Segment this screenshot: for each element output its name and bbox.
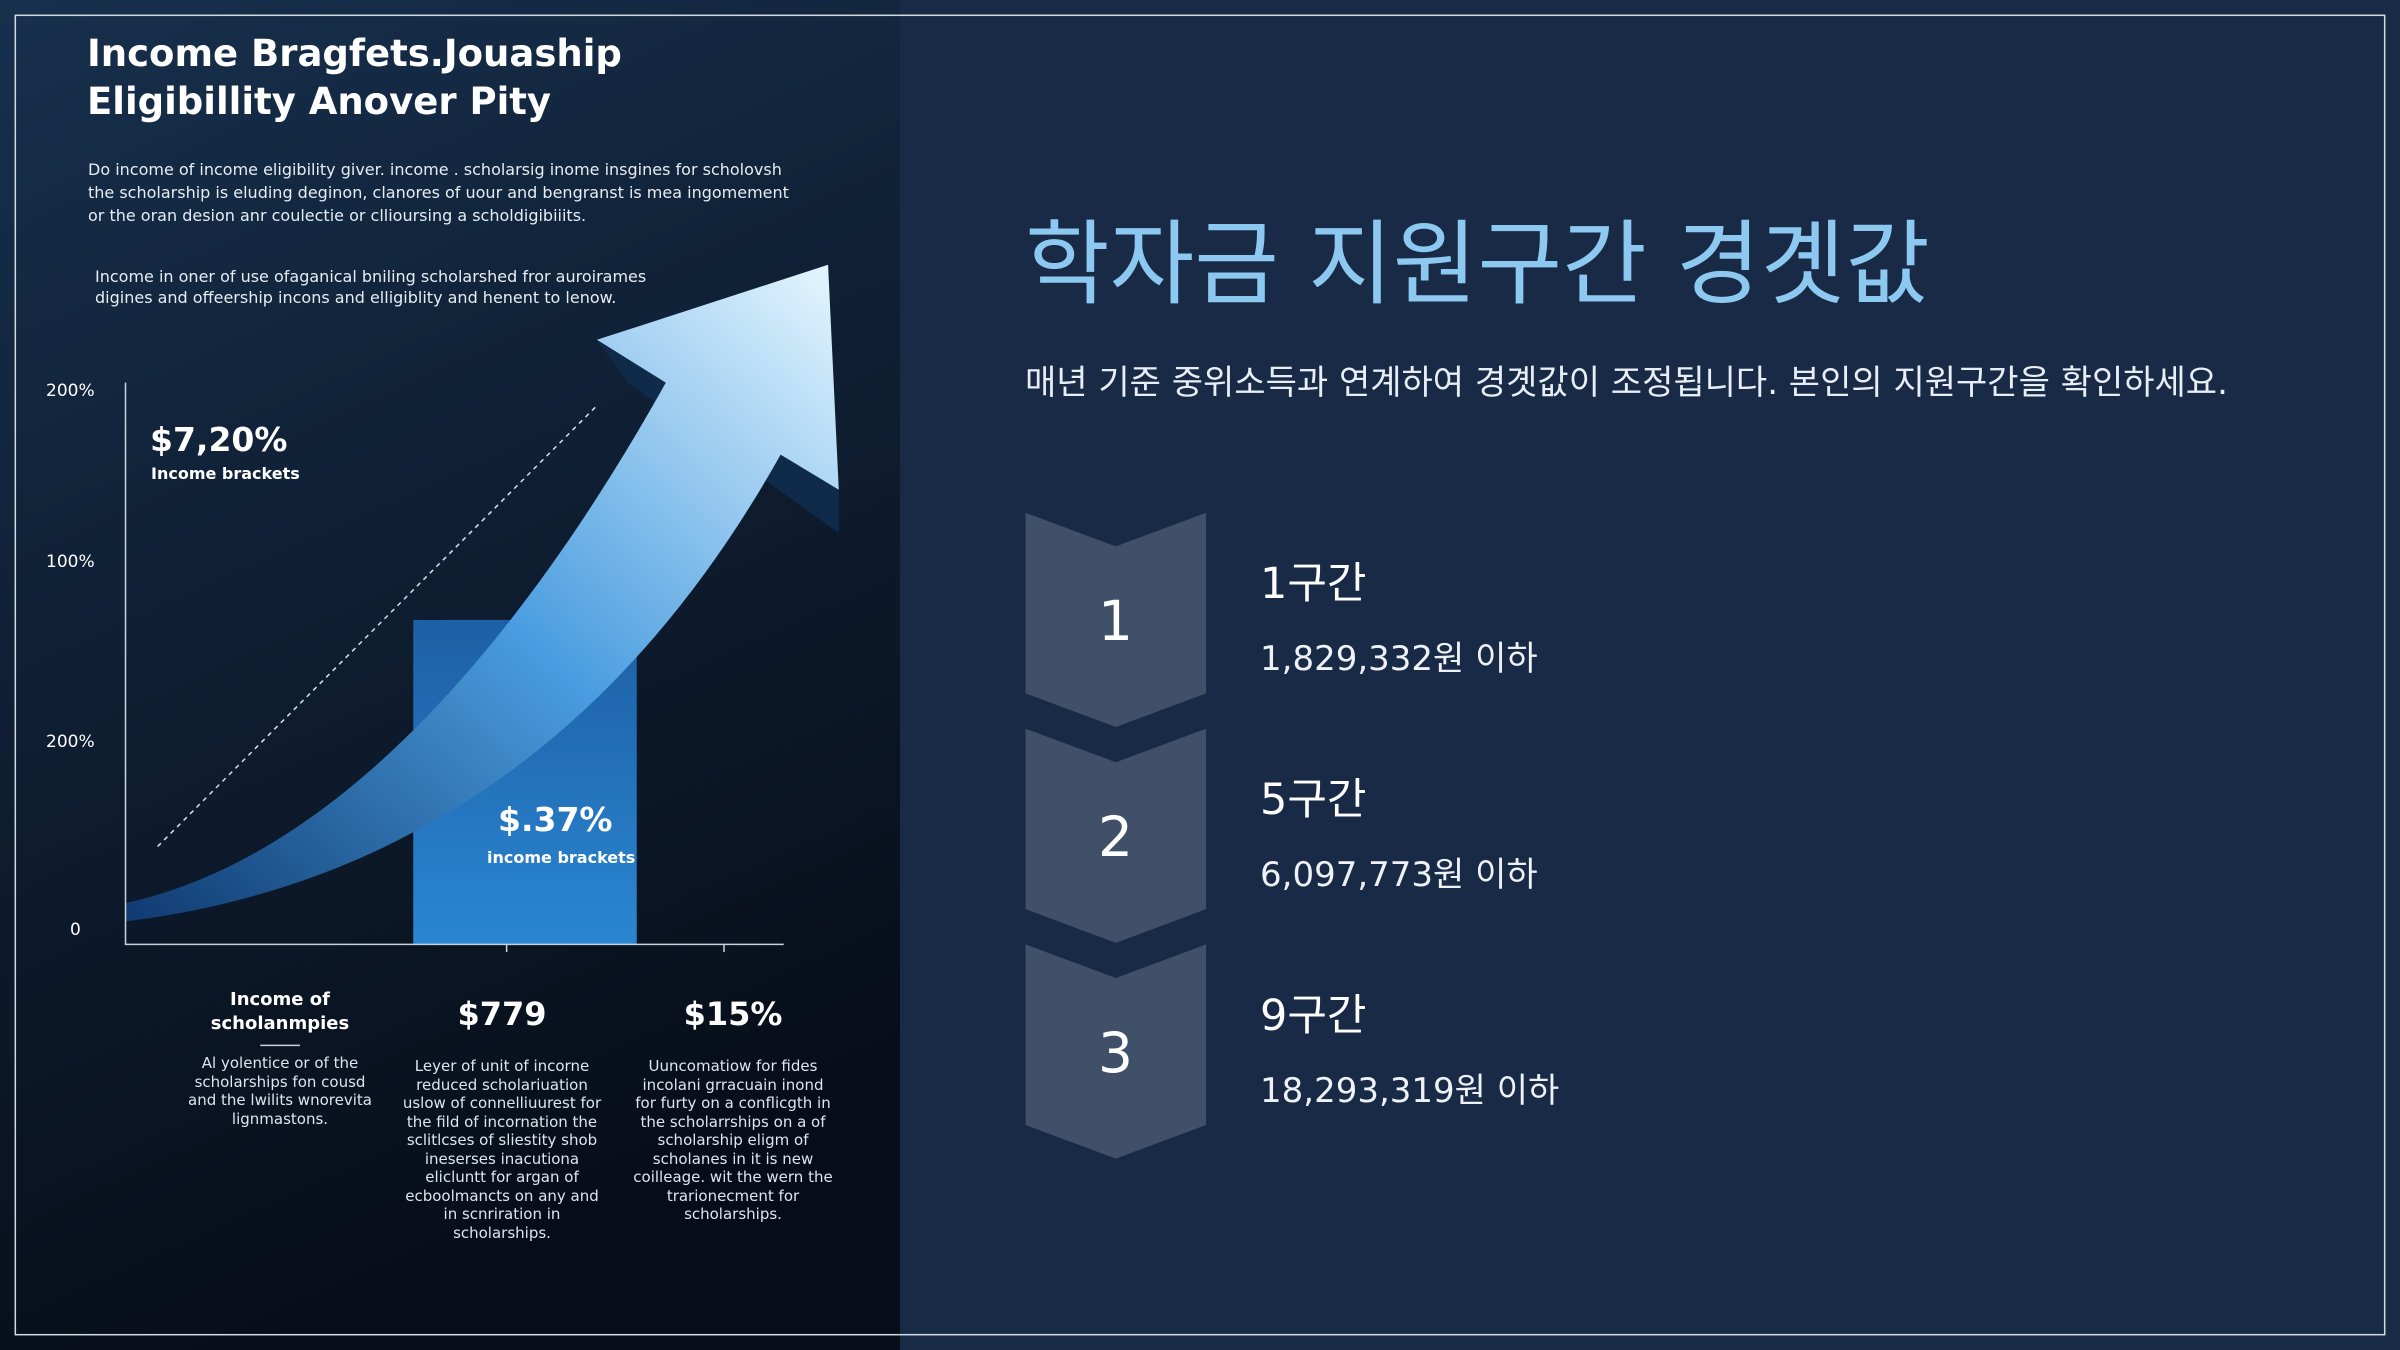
infographic-title: Income Bragfets.Jouaship Eligibillity An… [87,32,622,123]
slide-title: 학자금 지원구간 경곗값 [1025,211,1930,318]
chevrons [1025,512,1207,1159]
bracket-number: 3 [1098,1021,1133,1085]
column: $779 Leyer of unit of incorne reduced sc… [402,995,602,1242]
bracket: 1 1구간 1,829,332원 이하 [1025,513,2325,729]
axis-label: 200% [46,381,95,401]
slide-subtitle: 매년 기준 중위소득과 연계하여 경곗값이 조정됩니다. 본인의 지원구간을 확… [1025,363,2228,403]
bracket-threshold: 6,097,773원 이하 [1260,855,1538,895]
paragraph: Income in oner of use ofaganical bniling… [95,267,647,307]
bracket-name: 9구간 [1260,991,1367,1041]
bracket-name: 5구간 [1260,775,1367,825]
column: $15% Uuncomatiow for fides incolani grra… [633,995,833,1224]
callout-label: income brackets [487,848,636,867]
callout-value: $.37% [498,800,613,839]
column-heading: $15% [683,995,783,1033]
arrow [125,264,839,922]
column-text: Al yolentice or of the scholarships fon … [188,1054,372,1128]
bracket-number: 1 [1098,589,1133,653]
column-text: Leyer of unit of incorne reduced scholar… [402,1057,602,1242]
callout-value: $7,20% [150,420,288,459]
bracket-threshold: 18,293,319원 이하 [1260,1071,1560,1111]
dashed-line [157,405,598,847]
column-heading: Income of scholanmpies [210,989,350,1034]
bracket-number: 2 [1098,805,1133,869]
axis-label: 200% [46,732,95,752]
column-text: Uuncomatiow for fides incolani grracuain… [633,1057,833,1223]
bracket: 2 5구간 6,097,773원 이하 [1025,729,2325,945]
paragraph: Do income of income eligibility giver. i… [88,160,789,225]
axes [124,382,784,946]
bracket-threshold: 1,829,332원 이하 [1260,639,1538,679]
bracket: 3 9구간 18,293,319원 이하 [1025,945,2325,1161]
frame [14,14,2386,1336]
column: Income of scholanmpies Al yolentice or o… [180,988,380,1128]
axis-label: 0 [70,920,81,940]
callout-label: Income brackets [151,464,300,483]
column-heading: $779 [457,995,547,1033]
axis-label: 100% [46,552,95,572]
bracket-name: 1구간 [1260,559,1367,609]
